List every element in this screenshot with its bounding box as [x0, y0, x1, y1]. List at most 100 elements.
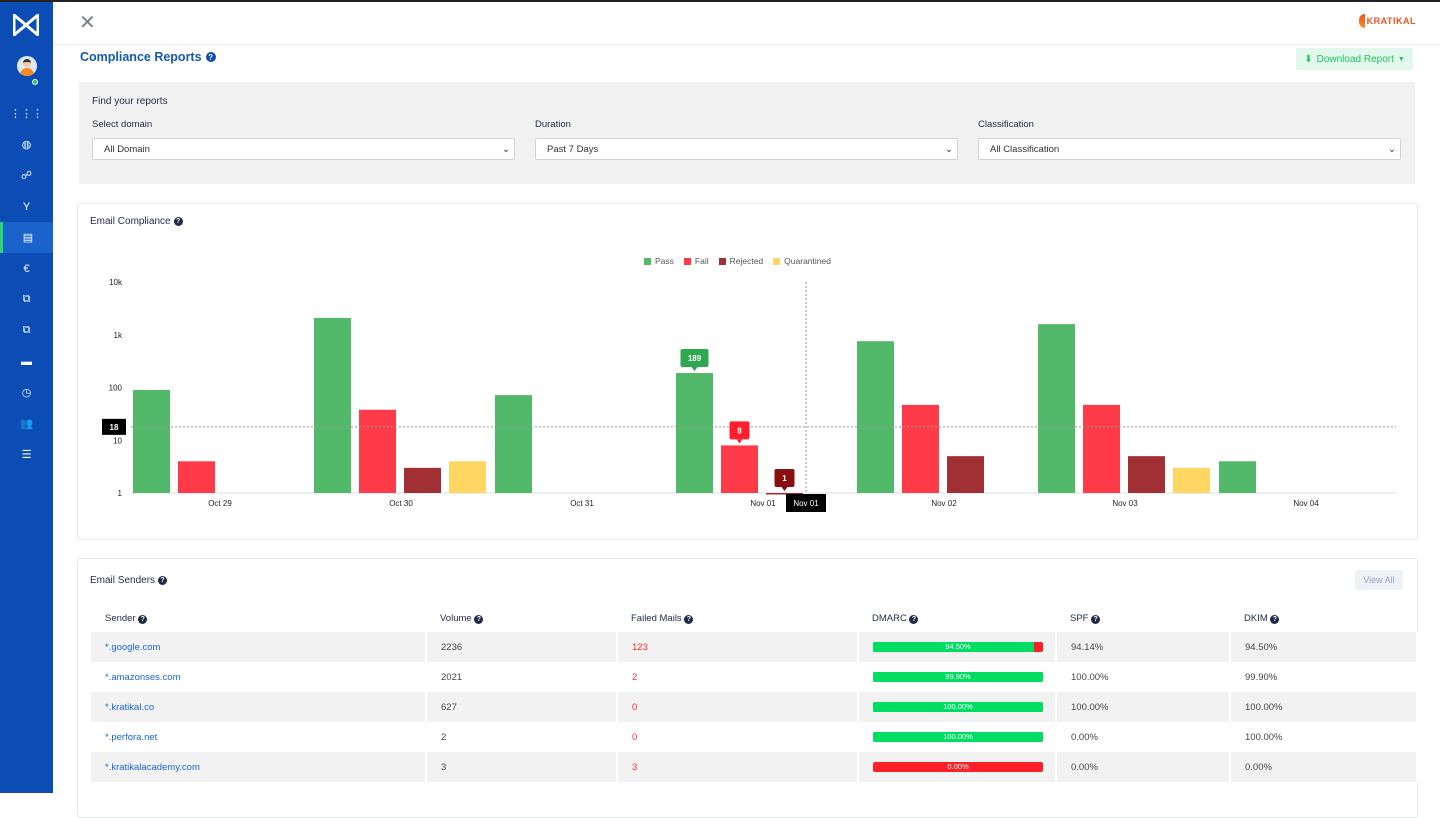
- globe-icon: ◍: [21, 139, 32, 151]
- sender-cell: *.kratikal.co: [91, 692, 427, 722]
- volume-cell: 2236: [426, 632, 618, 662]
- compliance-chart: 1 10 100 1k 10k Oct 29 Oct 30 Oct 31 Nov 01 Nov 0…: [102, 278, 1396, 512]
- legend-swatch: [683, 257, 691, 265]
- dmarc-progress-bar: 0.00%: [873, 762, 1043, 772]
- help-icon[interactable]: ?: [1091, 615, 1101, 624]
- domain-select[interactable]: All Domain ⌄: [92, 138, 515, 160]
- sender-link[interactable]: *.google.com: [105, 641, 161, 653]
- spf-cell: 100.00%: [1056, 662, 1231, 692]
- dkim-cell: 0.00%: [1230, 752, 1418, 782]
- bar-fail: [721, 445, 758, 493]
- column-header-dkim[interactable]: DKIM ?: [1230, 605, 1417, 632]
- dmarc-cell: 99.90%: [858, 662, 1057, 692]
- legend-swatch: [718, 257, 726, 265]
- dmarc-progress-bar: 100.00%: [873, 702, 1043, 712]
- bar-fail: [902, 404, 939, 493]
- dmarc-cell: 100.00%: [858, 722, 1057, 752]
- dkim-cell: 100.00%: [1230, 722, 1418, 752]
- y-tick-label: 10k: [109, 278, 123, 287]
- volume-cell: 2021: [426, 662, 618, 692]
- email-senders-card: Email Senders? View All Sender ? Volume ?…: [77, 558, 1418, 818]
- sender-link[interactable]: *.amazonses.com: [105, 671, 181, 683]
- help-icon[interactable]: ?: [173, 217, 183, 226]
- sidebar-item-timer[interactable]: ◷: [0, 377, 53, 408]
- avatar[interactable]: [17, 56, 37, 76]
- bar-pass: [1219, 461, 1256, 493]
- column-header-failed-mails[interactable]: Failed Mails ?: [617, 605, 858, 632]
- duration-select[interactable]: Past 7 Days ⌄: [535, 138, 958, 160]
- close-icon[interactable]: ✕: [79, 12, 96, 34]
- timer-icon: ◷: [21, 387, 32, 399]
- column-label: DKIM: [1244, 613, 1268, 624]
- column-header-spf[interactable]: SPF ?: [1056, 605, 1230, 632]
- dkim-cell: 94.50%: [1230, 632, 1418, 662]
- compliance-title: Email Compliance?: [90, 216, 183, 227]
- tooltip-pointer: [781, 487, 788, 491]
- sidebar-item-apps[interactable]: ⋮⋮⋮: [0, 98, 53, 129]
- page-title: Compliance Reports?: [80, 50, 216, 64]
- table-row: *.amazonses.com 2021 2 99.90% 100.00% 99…: [91, 662, 1418, 692]
- spf-cell: 0.00%: [1056, 752, 1231, 782]
- brand-logo: KRATIKAL: [1358, 14, 1416, 28]
- sidebar-item-fork[interactable]: Y: [0, 191, 53, 222]
- analytics-icon: €: [23, 262, 30, 275]
- download-label: Download Report: [1316, 53, 1394, 65]
- help-icon[interactable]: ?: [158, 576, 168, 585]
- sidebar-item-users[interactable]: 👥: [0, 408, 53, 439]
- sidebar-item-settings[interactable]: ☰: [0, 439, 53, 470]
- help-icon[interactable]: ?: [684, 615, 694, 624]
- failed-cell: 0: [617, 692, 859, 722]
- dmarc-value: 94.50%: [945, 642, 971, 651]
- sender-link[interactable]: *.kratikalacademy.com: [105, 761, 200, 773]
- column-header-volume[interactable]: Volume ?: [426, 605, 617, 632]
- classification-value: All Classification: [990, 143, 1060, 155]
- dkim-cell: 99.90%: [1230, 662, 1418, 692]
- help-icon[interactable]: ?: [909, 615, 919, 624]
- x-tick-label: Nov 04: [1293, 499, 1319, 508]
- sidebar-item-copy[interactable]: ⧉: [0, 284, 53, 315]
- duration-label: Duration: [535, 119, 571, 130]
- sidebar-item-network[interactable]: ☍: [0, 160, 53, 191]
- bar-pass: [1038, 324, 1075, 493]
- classification-select[interactable]: All Classification ⌄: [978, 138, 1401, 160]
- y-readout-box: [102, 418, 126, 435]
- legend-label: Fail: [694, 256, 709, 266]
- sidebar-item-reports[interactable]: ▤: [0, 222, 53, 253]
- view-all-button[interactable]: View All: [1355, 570, 1403, 590]
- failed-cell: 0: [617, 722, 859, 752]
- reports-icon: ▤: [22, 232, 34, 244]
- help-icon[interactable]: ?: [138, 615, 148, 624]
- help-icon[interactable]: ?: [205, 52, 216, 62]
- caret-down-icon: ▼: [1397, 55, 1405, 63]
- sidebar-item-globe[interactable]: ◍: [0, 129, 53, 160]
- x-tick-label: Oct 30: [389, 499, 413, 508]
- email-compliance-card: 1 10 100 1k 10k Oct 29 Oct 30 Oct 31 Nov 01 Nov 0…: [77, 203, 1418, 540]
- page-title-text: Compliance Reports: [80, 50, 202, 64]
- bar-rejected: [766, 493, 803, 495]
- sender-cell: *.amazonses.com: [91, 662, 427, 692]
- app-logo-icon[interactable]: [13, 14, 39, 36]
- sidebar-item-analytics[interactable]: €: [0, 253, 53, 284]
- bar-pass: [133, 390, 170, 493]
- legend-item-rejected[interactable]: Rejected: [718, 256, 763, 266]
- help-icon[interactable]: ?: [1270, 615, 1280, 624]
- sender-link[interactable]: *.perfora.net: [105, 731, 158, 743]
- sidebar-item-transfer[interactable]: ⧉: [0, 315, 53, 346]
- filters-panel: Find your reports Select domain All Domai…: [79, 82, 1415, 184]
- download-icon: ⬇: [1304, 53, 1313, 65]
- sender-link[interactable]: *.kratikal.co: [105, 701, 155, 713]
- x-tick-label: Nov 03: [1112, 499, 1138, 508]
- column-label: DMARC: [872, 613, 907, 624]
- legend-item-pass[interactable]: Pass: [644, 256, 674, 266]
- dmarc-cell: 0.00%: [858, 752, 1057, 782]
- bar-quarantined: [1173, 467, 1210, 493]
- legend-swatch: [644, 257, 651, 265]
- column-header-sender[interactable]: Sender ?: [91, 605, 426, 632]
- help-icon[interactable]: ?: [474, 615, 484, 624]
- bar-rejected: [947, 456, 984, 493]
- legend-item-quarantined[interactable]: Quarantined: [773, 256, 831, 266]
- download-report-button[interactable]: ⬇ Download Report ▼: [1296, 48, 1413, 70]
- legend-item-fail[interactable]: Fail: [683, 256, 709, 266]
- column-header-dmarc[interactable]: DMARC ?: [858, 605, 1056, 632]
- sidebar-item-vault[interactable]: ▬: [0, 346, 53, 377]
